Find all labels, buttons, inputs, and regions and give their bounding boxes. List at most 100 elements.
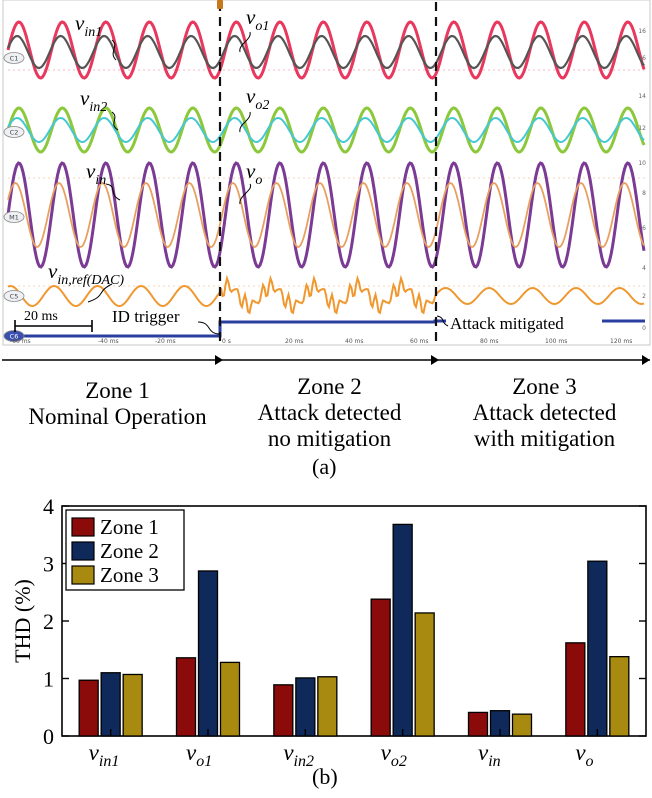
scale-bar-label: 20 ms: [24, 309, 58, 324]
channel-badge-shape: [3, 290, 25, 302]
label-leader: [239, 31, 251, 53]
vin2-label: vin2: [80, 86, 107, 115]
right-readout: 10: [638, 160, 646, 167]
label-leader: [436, 315, 449, 327]
label-leader: [105, 183, 121, 201]
vin1-label: vin1: [75, 11, 102, 40]
vo1-label: vo1: [246, 5, 269, 34]
y-tick-label: 0: [43, 724, 54, 749]
bar-zone-3: [609, 655, 630, 737]
channel-badge-text: C2: [10, 128, 19, 136]
right-readout: 16: [638, 28, 646, 35]
legend-label: Zone 3: [100, 563, 159, 587]
right-readout: 0: [642, 325, 646, 332]
oscilloscope-capture: C1 C2 M1 C5 C6 16 16 14 12 10 8 6 4 2 0 vin1 vo1 vin2 vo2 v…: [2, 0, 651, 346]
time-tick-label: 80 ms: [480, 338, 499, 345]
zone-2-title: Zone 2: [297, 374, 362, 399]
label-leader: [111, 39, 117, 61]
bar-zone-1: [565, 642, 586, 737]
bar-zone-1: [370, 598, 391, 737]
bar-zone-2: [587, 560, 608, 737]
bar-zone-1: [467, 711, 489, 737]
channel-badge-text: C5: [10, 292, 19, 300]
bar-zone-3: [414, 612, 435, 737]
figure-b-caption: (b): [312, 764, 338, 789]
zone-1-description: Nominal Operation: [28, 404, 207, 429]
channel-badge: C5: [3, 290, 25, 302]
vin-ref-label: vin,ref(DAC): [48, 259, 124, 288]
x-tick-label: vo: [575, 740, 593, 770]
x-tick-label: vin: [478, 740, 501, 770]
label-leader: [239, 111, 251, 133]
y-tick-label: 4: [43, 494, 54, 519]
vin-label: vin: [86, 159, 106, 188]
legend-label: Zone 1: [100, 515, 159, 539]
channel-badge: C1: [3, 52, 25, 64]
bar-zone-3: [219, 661, 241, 737]
zone-3-description-2: with mitigation: [473, 426, 616, 451]
time-tick-label: 120 ms: [610, 338, 632, 345]
bar-zone-2: [197, 570, 219, 737]
label-leader: [87, 283, 113, 303]
right-readout: 14: [638, 93, 646, 100]
x-tick-label: vo2: [381, 740, 407, 770]
time-tick-label: 20 ms: [285, 338, 304, 345]
y-tick-label: 3: [43, 552, 54, 577]
channel-badge: C6: [3, 330, 25, 342]
zone-3-label: Zone 3 Attack detected with mitigation: [437, 374, 652, 452]
right-readout: 2: [642, 293, 646, 300]
vo-trace: [7, 181, 645, 248]
legend-item: Zone 1: [71, 515, 159, 539]
x-tick-label: vin2: [283, 740, 314, 770]
channel-badge-shape: [3, 330, 25, 342]
zone-2-label: Zone 2 Attack detected no mitigation: [222, 374, 437, 452]
bar-zone-2: [100, 672, 121, 737]
figure-a-caption: (a): [312, 454, 337, 479]
bar-zone-3: [511, 713, 533, 737]
legend-label: Zone 2: [100, 539, 159, 563]
attack-mitigated-annotation: Attack mitigated: [450, 314, 564, 333]
label-leader: [197, 321, 221, 335]
zone-2-description-1: Attack detected: [257, 400, 402, 425]
zone-arrows: [2, 355, 650, 365]
time-tick-label: -20 ms: [155, 338, 176, 345]
bar-zone-2: [392, 523, 413, 737]
channel-badge-shape: [3, 52, 25, 64]
legend-swatch: [71, 517, 95, 537]
zone-2-arrowhead: [431, 355, 439, 365]
time-tick-label: -40 ms: [98, 338, 119, 345]
y-tick-label: 2: [43, 609, 54, 634]
bar-zone-1: [175, 657, 197, 737]
bar-zone-1: [273, 684, 294, 737]
zone-3-description-1: Attack detected: [472, 400, 617, 425]
bar-zone-3: [122, 673, 143, 737]
legend-swatch: [71, 541, 95, 561]
time-tick-label: -60 ms: [10, 338, 31, 345]
vo-label: vo: [246, 159, 262, 188]
zone-3-title: Zone 3: [512, 374, 577, 399]
bar-zone-2: [295, 677, 316, 737]
vin-ref-trace: [7, 274, 645, 315]
time-tick-label: 60 ms: [410, 338, 429, 345]
zone-1-title: Zone 1: [85, 378, 150, 403]
trigger-marker: [217, 0, 223, 9]
label-leader: [239, 183, 252, 205]
channel-badge-shape: [3, 126, 25, 138]
vin1-trace: [6, 20, 646, 80]
time-tick-label: 0 s: [222, 338, 231, 345]
y-axis-label: THD (%): [10, 579, 35, 663]
channel-badge-text: C1: [10, 54, 19, 62]
y-tick-label: 1: [43, 667, 54, 692]
right-readout: 16: [638, 55, 646, 62]
x-tick-label: vin1: [89, 740, 120, 770]
zone-1-arrowhead: [215, 355, 223, 365]
legend-item: Zone 2: [71, 539, 159, 563]
legend-swatch: [71, 565, 95, 585]
channel-badge-shape: [3, 211, 25, 223]
zone-3-arrowhead: [642, 355, 650, 365]
right-readout: 6: [642, 225, 646, 232]
channel-badge: C2: [3, 126, 25, 138]
vo2-label: vo2: [246, 84, 269, 113]
